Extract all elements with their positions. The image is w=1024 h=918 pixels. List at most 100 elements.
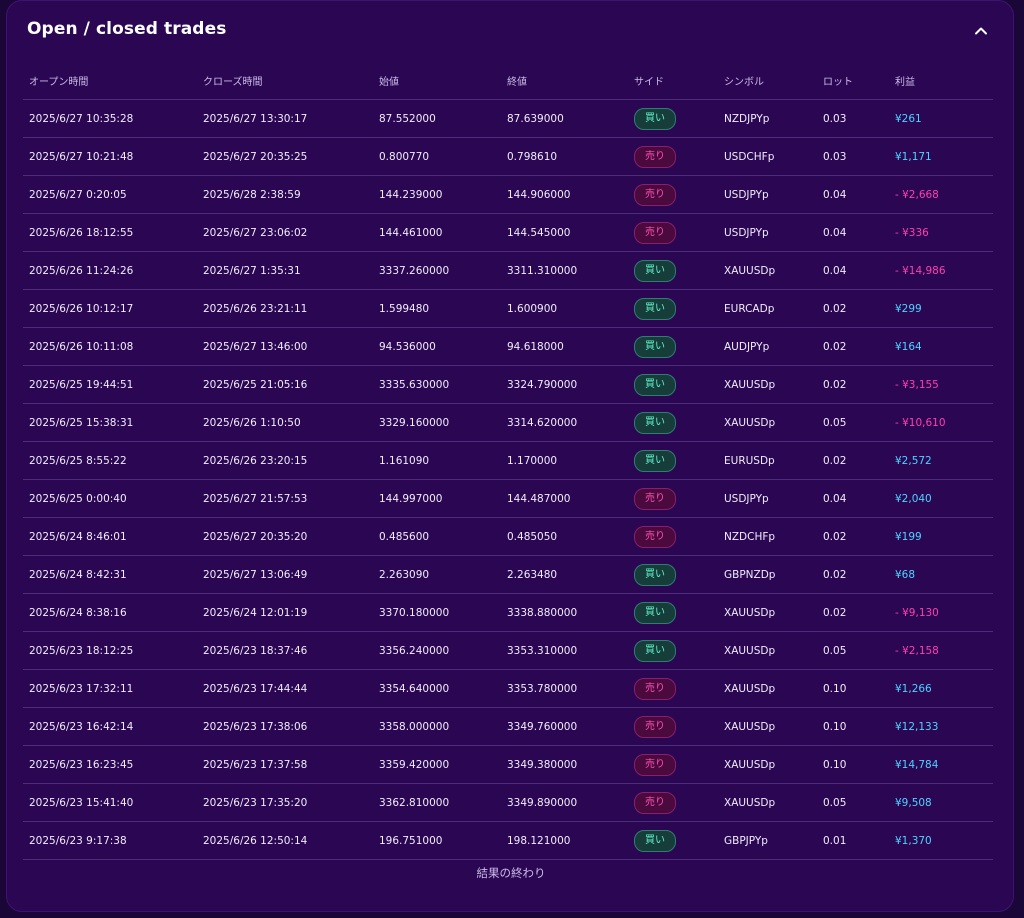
profit-cell: ¥9,508: [889, 783, 993, 822]
open-price-cell: 3354.640000: [373, 669, 501, 708]
side-badge: 売り: [634, 715, 676, 738]
profit-cell: - ¥10,610: [889, 403, 993, 442]
open-price-cell: 87.552000: [373, 99, 501, 138]
trades-panel: Open / closed trades オープン時間 クローズ時間 始値 終値: [6, 0, 1014, 912]
table-row[interactable]: 2025/6/23 15:41:40 2025/6/23 17:35:20 33…: [23, 783, 993, 822]
column-header-open-price[interactable]: 始値: [373, 61, 501, 100]
table-row[interactable]: 2025/6/23 9:17:38 2025/6/26 12:50:14 196…: [23, 821, 993, 860]
table-row[interactable]: 2025/6/25 8:55:22 2025/6/26 23:20:15 1.1…: [23, 441, 993, 480]
close-price-cell: 3314.620000: [501, 403, 628, 442]
lot-cell: 0.04: [817, 251, 889, 290]
open-time-cell: 2025/6/26 11:24:26: [23, 251, 197, 290]
side-cell: 買い: [628, 631, 718, 670]
side-cell: 買い: [628, 403, 718, 442]
trades-table: オープン時間 クローズ時間 始値 終値 サイド シンボル ロット 利益 2025…: [23, 61, 993, 860]
open-price-cell: 3356.240000: [373, 631, 501, 670]
panel-title: Open / closed trades: [27, 19, 227, 39]
column-header-open-time[interactable]: オープン時間: [23, 61, 197, 100]
symbol-cell: USDJPYp: [718, 175, 817, 214]
table-row[interactable]: 2025/6/23 18:12:25 2025/6/23 18:37:46 33…: [23, 631, 993, 670]
open-price-cell: 0.800770: [373, 137, 501, 176]
profit-cell: - ¥3,155: [889, 365, 993, 404]
close-price-cell: 3353.780000: [501, 669, 628, 708]
close-time-cell: 2025/6/23 17:44:44: [197, 669, 373, 708]
table-row[interactable]: 2025/6/23 16:42:14 2025/6/23 17:38:06 33…: [23, 707, 993, 746]
side-badge: 売り: [634, 677, 676, 700]
table-row[interactable]: 2025/6/26 11:24:26 2025/6/27 1:35:31 333…: [23, 251, 993, 290]
table-row[interactable]: 2025/6/23 16:23:45 2025/6/23 17:37:58 33…: [23, 745, 993, 784]
profit-cell: ¥14,784: [889, 745, 993, 784]
close-time-cell: 2025/6/26 23:20:15: [197, 441, 373, 480]
table-row[interactable]: 2025/6/25 19:44:51 2025/6/25 21:05:16 33…: [23, 365, 993, 404]
symbol-cell: NZDCHFp: [718, 517, 817, 556]
side-badge: 買い: [634, 373, 676, 396]
table-row[interactable]: 2025/6/23 17:32:11 2025/6/23 17:44:44 33…: [23, 669, 993, 708]
side-cell: 売り: [628, 175, 718, 214]
close-time-cell: 2025/6/24 12:01:19: [197, 593, 373, 632]
table-row[interactable]: 2025/6/24 8:46:01 2025/6/27 20:35:20 0.4…: [23, 517, 993, 556]
lot-cell: 0.04: [817, 479, 889, 518]
side-cell: 買い: [628, 289, 718, 328]
open-price-cell: 196.751000: [373, 821, 501, 860]
table-row[interactable]: 2025/6/26 18:12:55 2025/6/27 23:06:02 14…: [23, 213, 993, 252]
close-time-cell: 2025/6/23 17:37:58: [197, 745, 373, 784]
table-row[interactable]: 2025/6/27 10:21:48 2025/6/27 20:35:25 0.…: [23, 137, 993, 176]
profit-cell: ¥1,266: [889, 669, 993, 708]
close-time-cell: 2025/6/26 12:50:14: [197, 821, 373, 860]
symbol-cell: GBPNZDp: [718, 555, 817, 594]
column-header-symbol[interactable]: シンボル: [718, 61, 817, 100]
symbol-cell: EURUSDp: [718, 441, 817, 480]
table-row[interactable]: 2025/6/27 10:35:28 2025/6/27 13:30:17 87…: [23, 99, 993, 138]
open-price-cell: 3329.160000: [373, 403, 501, 442]
close-price-cell: 198.121000: [501, 821, 628, 860]
close-price-cell: 3349.890000: [501, 783, 628, 822]
open-price-cell: 3337.260000: [373, 251, 501, 290]
symbol-cell: USDJPYp: [718, 213, 817, 252]
column-header-close-price[interactable]: 終値: [501, 61, 628, 100]
table-row[interactable]: 2025/6/25 0:00:40 2025/6/27 21:57:53 144…: [23, 479, 993, 518]
profit-cell: ¥68: [889, 555, 993, 594]
open-time-cell: 2025/6/26 18:12:55: [23, 213, 197, 252]
column-header-side[interactable]: サイド: [628, 61, 718, 100]
side-cell: 売り: [628, 517, 718, 556]
side-badge: 買い: [634, 107, 676, 130]
side-cell: 買い: [628, 251, 718, 290]
close-time-cell: 2025/6/27 21:57:53: [197, 479, 373, 518]
lot-cell: 0.10: [817, 745, 889, 784]
side-badge: 買い: [634, 829, 676, 852]
side-cell: 売り: [628, 479, 718, 518]
side-badge: 買い: [634, 335, 676, 358]
close-time-cell: 2025/6/27 13:06:49: [197, 555, 373, 594]
side-cell: 買い: [628, 365, 718, 404]
close-price-cell: 0.798610: [501, 137, 628, 176]
column-header-close-time[interactable]: クローズ時間: [197, 61, 373, 100]
profit-cell: - ¥9,130: [889, 593, 993, 632]
open-time-cell: 2025/6/23 15:41:40: [23, 783, 197, 822]
lot-cell: 0.02: [817, 593, 889, 632]
close-price-cell: 1.170000: [501, 441, 628, 480]
column-header-lot[interactable]: ロット: [817, 61, 889, 100]
lot-cell: 0.04: [817, 213, 889, 252]
table-row[interactable]: 2025/6/25 15:38:31 2025/6/26 1:10:50 332…: [23, 403, 993, 442]
open-time-cell: 2025/6/26 10:12:17: [23, 289, 197, 328]
close-price-cell: 87.639000: [501, 99, 628, 138]
table-row[interactable]: 2025/6/26 10:12:17 2025/6/26 23:21:11 1.…: [23, 289, 993, 328]
open-price-cell: 3359.420000: [373, 745, 501, 784]
table-row[interactable]: 2025/6/27 0:20:05 2025/6/28 2:38:59 144.…: [23, 175, 993, 214]
symbol-cell: XAUUSDp: [718, 631, 817, 670]
chevron-up-icon: [971, 21, 991, 41]
side-badge: 売り: [634, 525, 676, 548]
table-row[interactable]: 2025/6/26 10:11:08 2025/6/27 13:46:00 94…: [23, 327, 993, 366]
lot-cell: 0.05: [817, 631, 889, 670]
open-price-cell: 144.239000: [373, 175, 501, 214]
open-time-cell: 2025/6/27 10:35:28: [23, 99, 197, 138]
profit-cell: ¥2,572: [889, 441, 993, 480]
side-badge: 買い: [634, 259, 676, 282]
close-time-cell: 2025/6/28 2:38:59: [197, 175, 373, 214]
collapse-button[interactable]: [971, 21, 991, 41]
table-row[interactable]: 2025/6/24 8:38:16 2025/6/24 12:01:19 337…: [23, 593, 993, 632]
profit-cell: ¥1,171: [889, 137, 993, 176]
table-row[interactable]: 2025/6/24 8:42:31 2025/6/27 13:06:49 2.2…: [23, 555, 993, 594]
column-header-profit[interactable]: 利益: [889, 61, 993, 100]
symbol-cell: EURCADp: [718, 289, 817, 328]
